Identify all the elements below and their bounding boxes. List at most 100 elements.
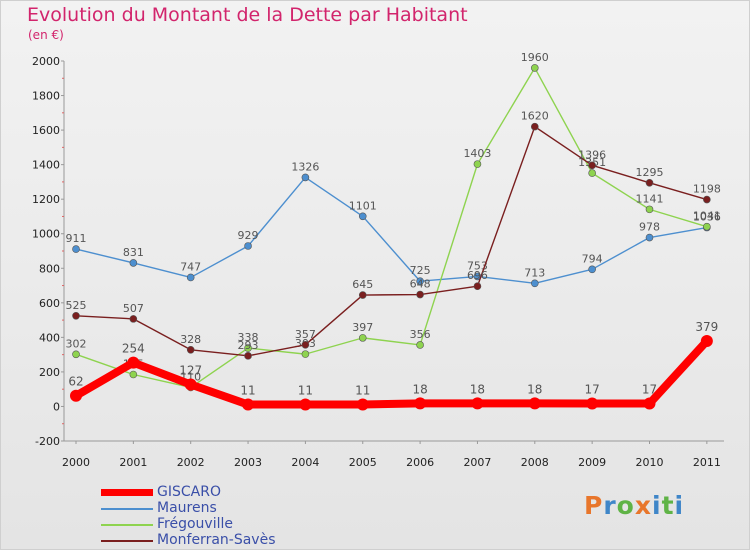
y-tick-label: 1800 (32, 90, 60, 103)
data-label: 1036 (693, 211, 721, 224)
data-point (703, 222, 711, 231)
data-point (588, 265, 596, 274)
data-point (70, 389, 82, 402)
data-label: 713 (524, 266, 545, 279)
data-point (301, 340, 310, 349)
x-tick-label: 2003 (234, 456, 262, 469)
data-point (358, 212, 367, 221)
data-point (473, 282, 482, 291)
data-label: 17 (585, 383, 600, 397)
series-line-frégouville (75, 67, 708, 389)
x-tick-label: 2008 (521, 456, 549, 469)
series-line-giscaro (72, 336, 711, 409)
data-label: 1326 (291, 160, 319, 173)
data-label: 293 (238, 339, 259, 352)
data-label: 11 (355, 384, 370, 398)
legend-label: GISCARO (157, 484, 221, 500)
logo-letter: P (584, 491, 604, 520)
y-tick-label: 200 (39, 366, 60, 379)
data-label: 11 (240, 384, 255, 398)
data-point (301, 173, 310, 182)
data-label: 127 (179, 364, 202, 378)
data-label: 254 (122, 342, 145, 356)
data-label: 1101 (349, 199, 377, 212)
data-label: 911 (66, 232, 87, 245)
data-point (471, 397, 484, 410)
data-point (473, 160, 482, 168)
data-point (528, 397, 541, 410)
data-label: 1295 (636, 166, 664, 179)
data-label: 302 (66, 337, 87, 350)
data-label: 328 (180, 333, 201, 346)
data-point (358, 291, 367, 299)
data-label: 696 (467, 269, 488, 282)
y-tick-label: 600 (39, 297, 60, 310)
data-label: 1620 (521, 110, 549, 123)
y-tick-label: -200 (35, 435, 60, 448)
data-point (186, 345, 195, 354)
x-tick-label: 2010 (636, 456, 664, 469)
unit-label: (en €) (28, 28, 64, 42)
data-label: 1141 (636, 192, 664, 205)
data-point (72, 311, 80, 320)
data-label: 794 (582, 252, 603, 265)
data-point (645, 233, 654, 242)
data-label: 18 (412, 382, 427, 396)
legend-swatch (101, 508, 153, 510)
x-tick-label: 2006 (406, 456, 434, 469)
data-label: 18 (470, 382, 485, 396)
legend-swatch (101, 489, 153, 496)
data-point (703, 195, 711, 204)
data-point (127, 356, 140, 369)
data-label: 357 (295, 328, 316, 341)
data-point (129, 315, 138, 323)
data-point (588, 169, 596, 177)
x-tick-label: 2009 (578, 456, 606, 469)
data-label: 1403 (463, 147, 491, 160)
data-label: 379 (695, 320, 718, 334)
data-label: 1198 (693, 183, 721, 196)
x-tick-label: 2007 (463, 456, 491, 469)
data-point (530, 64, 539, 72)
data-point (530, 279, 539, 288)
data-label: 18 (527, 382, 542, 396)
data-label: 648 (410, 278, 431, 291)
legend-label: Monferran-Savès (157, 532, 276, 548)
y-tick-label: 400 (39, 331, 60, 344)
data-label: 525 (66, 299, 87, 312)
data-label: 645 (352, 278, 373, 291)
data-point (643, 397, 656, 410)
data-label: 831 (123, 246, 144, 259)
data-point (301, 350, 310, 358)
data-point (414, 397, 427, 410)
data-point (530, 122, 539, 131)
logo-letter: o (616, 491, 635, 520)
y-tick-label: 1200 (32, 193, 60, 206)
data-point (700, 334, 713, 347)
data-label: 397 (352, 321, 373, 334)
data-point (645, 205, 654, 214)
x-tick-label: 2001 (119, 456, 147, 469)
data-point (244, 242, 252, 250)
data-label: 1041 (693, 210, 721, 223)
data-label: 978 (639, 221, 660, 234)
data-label: 11 (298, 384, 313, 398)
logo-letter: i (674, 491, 685, 520)
chart-title: Evolution du Montant de la Dette par Hab… (27, 4, 468, 26)
data-label: 747 (180, 260, 201, 273)
logo-letter: t (661, 491, 675, 520)
data-point (299, 398, 312, 411)
data-point (129, 259, 138, 267)
data-label: 62 (68, 375, 83, 389)
y-tick-label: 0 (53, 400, 60, 413)
data-point (72, 245, 80, 253)
data-label: 725 (410, 264, 431, 277)
series-line-monferran-savès (75, 125, 708, 357)
data-point (588, 161, 596, 170)
legend-swatch (101, 540, 153, 542)
data-label: 1396 (578, 148, 606, 161)
x-tick-label: 2000 (62, 456, 90, 469)
logo-letter: x (634, 491, 652, 520)
data-point (358, 334, 367, 342)
